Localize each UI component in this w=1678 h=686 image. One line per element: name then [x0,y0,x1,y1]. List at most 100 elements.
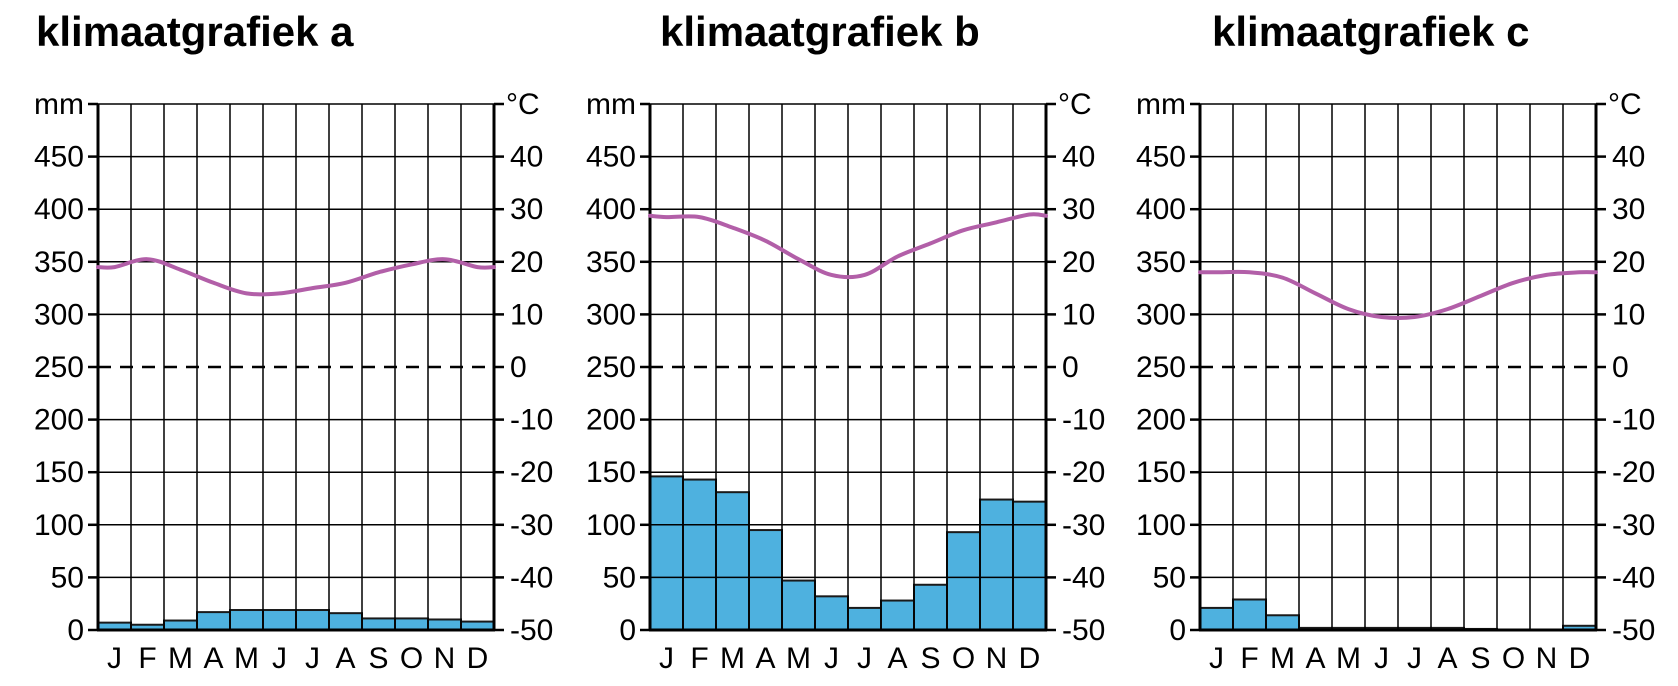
precipitation-bar [748,529,783,631]
left-tick-label: 50 [51,561,84,594]
left-tick-label: 0 [67,614,84,647]
left-tick-label: 350 [1136,246,1186,279]
right-tick-label: 10 [510,298,543,331]
month-label: J [1374,642,1389,675]
month-label: M [720,642,745,675]
month-label: M [1336,642,1361,675]
precipitation-bar [229,609,264,632]
month-label: S [920,642,940,675]
month-label: J [107,642,122,675]
precipitation-bar [979,498,1014,631]
chart-title: klimaatgrafiek c [1212,8,1530,55]
month-label: A [755,642,775,675]
right-tick-label: -30 [1612,509,1655,542]
climate-chart-c: klimaatgrafiek c 0 50 100 150 200 250 300 350 40… [1102,0,1655,686]
month-label: D [1019,642,1041,675]
left-tick-label: 250 [586,351,636,384]
month-label: A [203,642,223,675]
chart-title: klimaatgrafiek a [36,8,354,55]
left-tick-label: 0 [1169,614,1186,647]
precipitation-bar [682,478,717,631]
right-axis-unit: °C [506,88,540,121]
left-tick-label: 250 [1136,351,1186,384]
chart-title: klimaatgrafiek b [660,8,980,55]
month-label: M [168,642,193,675]
month-label: J [659,642,674,675]
month-label: M [234,642,259,675]
climate-chart-b: klimaatgrafiek b 0 50 100 150 200 250 300 350 40… [552,0,1105,686]
month-label: O [400,642,423,675]
right-tick-label: 30 [510,193,543,226]
right-tick-label: -40 [1062,561,1105,594]
month-label: J [824,642,839,675]
precipitation-bar [262,609,297,632]
climate-chart-a: klimaatgrafiek a 0 50 100 150 200 250 300 350 40… [0,0,553,686]
month-label: D [1569,642,1591,675]
month-label: J [272,642,287,675]
left-tick-label: 100 [1136,509,1186,542]
month-label: J [1407,642,1422,675]
precipitation-bar [814,595,849,631]
right-tick-label: -30 [1062,509,1105,542]
left-tick-label: 400 [34,193,84,226]
month-label: F [690,642,708,675]
precipitation-bar [196,611,231,632]
left-tick-label: 300 [34,298,84,331]
left-tick-label: 450 [34,141,84,174]
temperature-line [96,257,496,297]
month-label: M [786,642,811,675]
right-tick-label: -10 [1062,404,1105,437]
right-tick-label: -20 [510,456,553,489]
right-axis-unit: °C [1608,88,1642,121]
precipitation-bar [328,612,363,632]
left-tick-label: 450 [1136,141,1186,174]
right-tick-label: 10 [1612,298,1645,331]
left-tick-label: 200 [1136,404,1186,437]
right-tick-label: -40 [510,561,553,594]
right-tick-label: 40 [1062,141,1095,174]
month-label: D [467,642,489,675]
left-tick-label: 250 [34,351,84,384]
month-label: S [368,642,388,675]
right-tick-label: -10 [510,404,553,437]
left-tick-label: 50 [1153,561,1186,594]
left-tick-label: 300 [1136,298,1186,331]
month-label: M [1270,642,1295,675]
left-tick-label: 350 [34,246,84,279]
month-label: F [138,642,156,675]
right-tick-label: 40 [1612,141,1645,174]
right-tick-label: -10 [1612,404,1655,437]
temperature-line [1198,269,1598,320]
month-label: S [1470,642,1490,675]
left-tick-label: 350 [586,246,636,279]
month-label: J [1209,642,1224,675]
month-label: F [1240,642,1258,675]
month-label: N [434,642,456,675]
right-axis-unit: °C [1058,88,1092,121]
precipitation-bar [427,618,462,631]
right-tick-label: -40 [1612,561,1655,594]
precipitation-bar [1199,606,1234,632]
left-tick-label: 200 [34,404,84,437]
left-tick-label: 150 [586,456,636,489]
left-tick-label: 150 [1136,456,1186,489]
precipitation-bar [880,599,915,632]
climate-chart-b-plot: 050100150200250300350400450-50-40-30-20-… [586,88,1105,675]
month-label: A [887,642,907,675]
precipitation-bar [781,579,816,632]
right-tick-label: -20 [1612,456,1655,489]
precipitation-bar [946,531,981,631]
precipitation-bar [847,606,882,632]
right-tick-label: 0 [510,351,527,384]
left-tick-label: 100 [586,509,636,542]
right-tick-label: 30 [1062,193,1095,226]
month-label: A [1305,642,1325,675]
month-label: O [952,642,975,675]
left-tick-label: 400 [1136,193,1186,226]
left-axis-unit: mm [586,88,636,121]
left-tick-label: 300 [586,298,636,331]
right-tick-label: -50 [1062,614,1105,647]
left-tick-label: 450 [586,141,636,174]
month-label: O [1502,642,1525,675]
